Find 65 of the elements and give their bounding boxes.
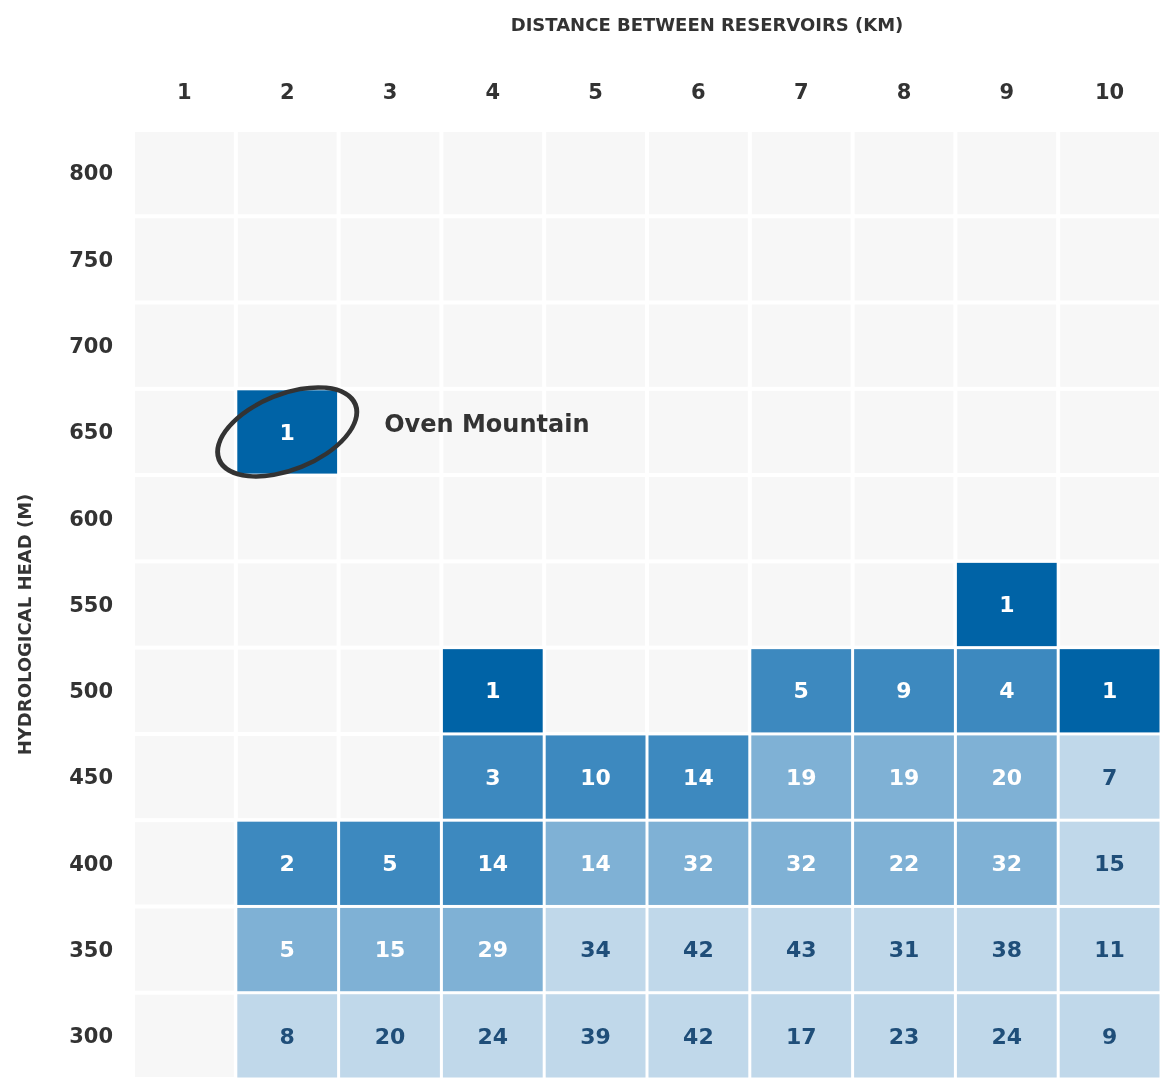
y-axis-title: HYDROLOGICAL HEAD (M) — [14, 493, 36, 756]
y-tick-label: 650 — [69, 420, 113, 445]
y-tick-label: 600 — [69, 506, 113, 531]
data-label: 42 — [683, 1023, 714, 1049]
y-tick-label: 550 — [69, 592, 113, 617]
y-tick-label: 800 — [69, 161, 113, 186]
data-label: 1 — [999, 592, 1015, 618]
data-label: 24 — [477, 1023, 509, 1049]
data-label: 10 — [580, 764, 611, 790]
data-label: 42 — [683, 937, 714, 963]
data-label: 32 — [991, 851, 1023, 877]
data-label: 9 — [1101, 1023, 1118, 1049]
data-label: 29 — [477, 937, 509, 963]
x-tick-label: 10 — [1094, 80, 1125, 105]
data-label: 15 — [374, 937, 406, 963]
x-axis-title: DISTANCE BETWEEN RESERVOIRS (KM) — [510, 14, 904, 36]
data-label: 4 — [999, 678, 1015, 704]
x-tick-label: 9 — [999, 80, 1015, 105]
data-label: 1 — [485, 678, 501, 704]
data-label: 31 — [888, 937, 920, 963]
x-tick-label: 6 — [691, 80, 706, 105]
data-label: 19 — [785, 764, 817, 790]
data-label: 7 — [1101, 764, 1118, 790]
data-label: 17 — [785, 1023, 817, 1049]
y-tick-label: 450 — [69, 765, 113, 790]
x-tick-label: 7 — [793, 80, 809, 105]
data-label: 1 — [279, 419, 295, 445]
data-label: 20 — [991, 764, 1023, 790]
data-label: 39 — [580, 1023, 611, 1049]
data-label: 5 — [279, 937, 295, 963]
y-tick-label: 300 — [69, 1024, 113, 1049]
data-label: 38 — [991, 937, 1023, 963]
data-label: 23 — [888, 1023, 920, 1049]
data-label: 1 — [1101, 678, 1118, 704]
data-label: 19 — [888, 764, 920, 790]
data-label: 9 — [896, 678, 912, 704]
data-label: 20 — [374, 1023, 406, 1049]
data-label: 32 — [683, 851, 714, 877]
data-label: 43 — [785, 937, 817, 963]
x-tick-label: 5 — [588, 80, 603, 105]
data-label: 34 — [580, 937, 611, 963]
data-label: 15 — [1094, 851, 1125, 877]
data-label: 8 — [279, 1023, 295, 1049]
data-label: 5 — [382, 851, 398, 877]
data-label: 11 — [1094, 937, 1125, 963]
y-tick-label: 700 — [69, 334, 113, 359]
data-label: 5 — [793, 678, 809, 704]
data-label: 2 — [279, 851, 295, 877]
x-tick-label: 4 — [485, 80, 501, 105]
x-tick-label: 3 — [382, 80, 398, 105]
data-label: 22 — [888, 851, 920, 877]
y-tick-label: 500 — [69, 679, 113, 704]
annotation: Oven Mountain — [384, 410, 590, 439]
data-label: 14 — [477, 851, 509, 877]
data-label: 14 — [683, 764, 714, 790]
data-label: 3 — [485, 764, 501, 790]
y-tick-label: 400 — [69, 851, 113, 876]
data-label: 14 — [580, 851, 611, 877]
data-label: 24 — [991, 1023, 1023, 1049]
x-tick-label: 1 — [177, 80, 192, 105]
x-tick-label: 8 — [896, 80, 912, 105]
data-label: 32 — [785, 851, 817, 877]
x-tick-label: 2 — [279, 80, 295, 105]
y-tick-label: 750 — [69, 247, 113, 272]
y-tick-label: 350 — [69, 937, 113, 962]
